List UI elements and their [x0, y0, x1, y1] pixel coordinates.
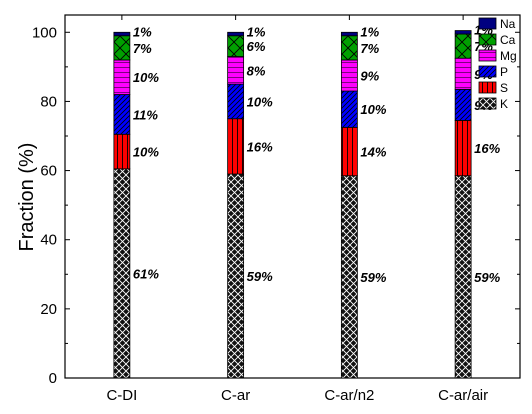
- bar-segment-k: [340, 175, 358, 379]
- data-label-na: 1%: [360, 24, 379, 39]
- y-tick-label: 100: [32, 24, 57, 41]
- y-tick-label: 20: [40, 301, 57, 318]
- data-label-k: 59%: [474, 270, 500, 285]
- legend-swatch-k: [478, 97, 497, 110]
- data-label-s: 10%: [133, 145, 159, 160]
- data-label-mg: 10%: [133, 70, 159, 85]
- bar-segment-p: [113, 94, 131, 135]
- data-label-ca: 7%: [360, 41, 379, 56]
- legend-swatch-mg: [478, 49, 497, 62]
- y-tick-label: 80: [40, 93, 57, 110]
- legend-label-ca: Ca: [500, 33, 516, 47]
- x-tick-label: C-ar/air: [438, 387, 488, 404]
- bar-segment-p: [340, 90, 358, 128]
- bar-segment-k: [113, 168, 131, 379]
- data-label-p: 10%: [360, 102, 386, 117]
- bar-segment-ca: [227, 35, 245, 57]
- data-label-k: 61%: [133, 266, 159, 281]
- legend-swatch-ca: [478, 33, 497, 46]
- data-label-mg: 9%: [360, 69, 379, 84]
- data-label-ca: 7%: [133, 41, 152, 56]
- data-label-p: 10%: [247, 94, 273, 109]
- data-label-p: 11%: [133, 107, 158, 122]
- x-tick-label: C-DI: [106, 387, 137, 404]
- data-label-ca: 6%: [247, 39, 266, 54]
- legend-label-k: K: [500, 97, 508, 111]
- data-label-s: 16%: [474, 141, 500, 156]
- data-label-k: 59%: [360, 270, 386, 285]
- bar-segment-s: [340, 126, 358, 177]
- plot-area: 0 20 40 60 80 100 C-DI 61% 10% 11% 10% 7% 1% C-ar 59% 1…: [32, 14, 521, 404]
- legend-label-na: Na: [500, 17, 516, 31]
- bar-segment-mg: [340, 59, 358, 92]
- bar-segment-p: [227, 83, 245, 120]
- legend-label-mg: Mg: [500, 49, 517, 63]
- x-tick-label: C-ar: [221, 387, 250, 404]
- bar-segment-s: [454, 120, 472, 177]
- data-label-na: 1%: [247, 24, 266, 39]
- plot-frame: [64, 14, 521, 379]
- data-label-mg: 8%: [247, 63, 266, 78]
- bar-segment-mg: [113, 59, 131, 95]
- bar-segment-na: [227, 31, 245, 37]
- data-label-k: 59%: [247, 269, 273, 284]
- legend-swatch-na: [478, 17, 497, 30]
- bar-segment-na: [340, 31, 358, 37]
- bar-segment-k: [454, 175, 472, 379]
- legend-label-s: S: [500, 81, 508, 95]
- bar-segment-mg: [454, 57, 472, 90]
- bar-segment-ca: [113, 35, 131, 61]
- y-tick-label: 0: [49, 370, 57, 387]
- data-label-s: 14%: [360, 145, 386, 160]
- y-tick-label: 40: [40, 232, 57, 249]
- legend-label-p: P: [500, 65, 508, 79]
- y-axis-title: Fraction (%): [16, 143, 38, 252]
- bar-segment-na: [113, 31, 131, 37]
- legend-swatch-s: [478, 81, 497, 94]
- bar-segment-ca: [340, 35, 358, 61]
- data-label-s: 16%: [247, 139, 273, 154]
- x-tick-label: C-ar/n2: [324, 387, 374, 404]
- legend-swatch-p: [478, 65, 497, 78]
- bar-segment-ca: [454, 33, 472, 59]
- bar-segment-p: [454, 88, 472, 121]
- bar-segment-mg: [227, 56, 245, 85]
- bar-segment-s: [113, 133, 131, 170]
- bar-segment-s: [227, 118, 245, 175]
- bar-segment-na: [454, 30, 472, 35]
- data-label-na: 1%: [133, 24, 152, 39]
- bar-segment-k: [227, 173, 245, 379]
- y-tick-label: 60: [40, 163, 57, 180]
